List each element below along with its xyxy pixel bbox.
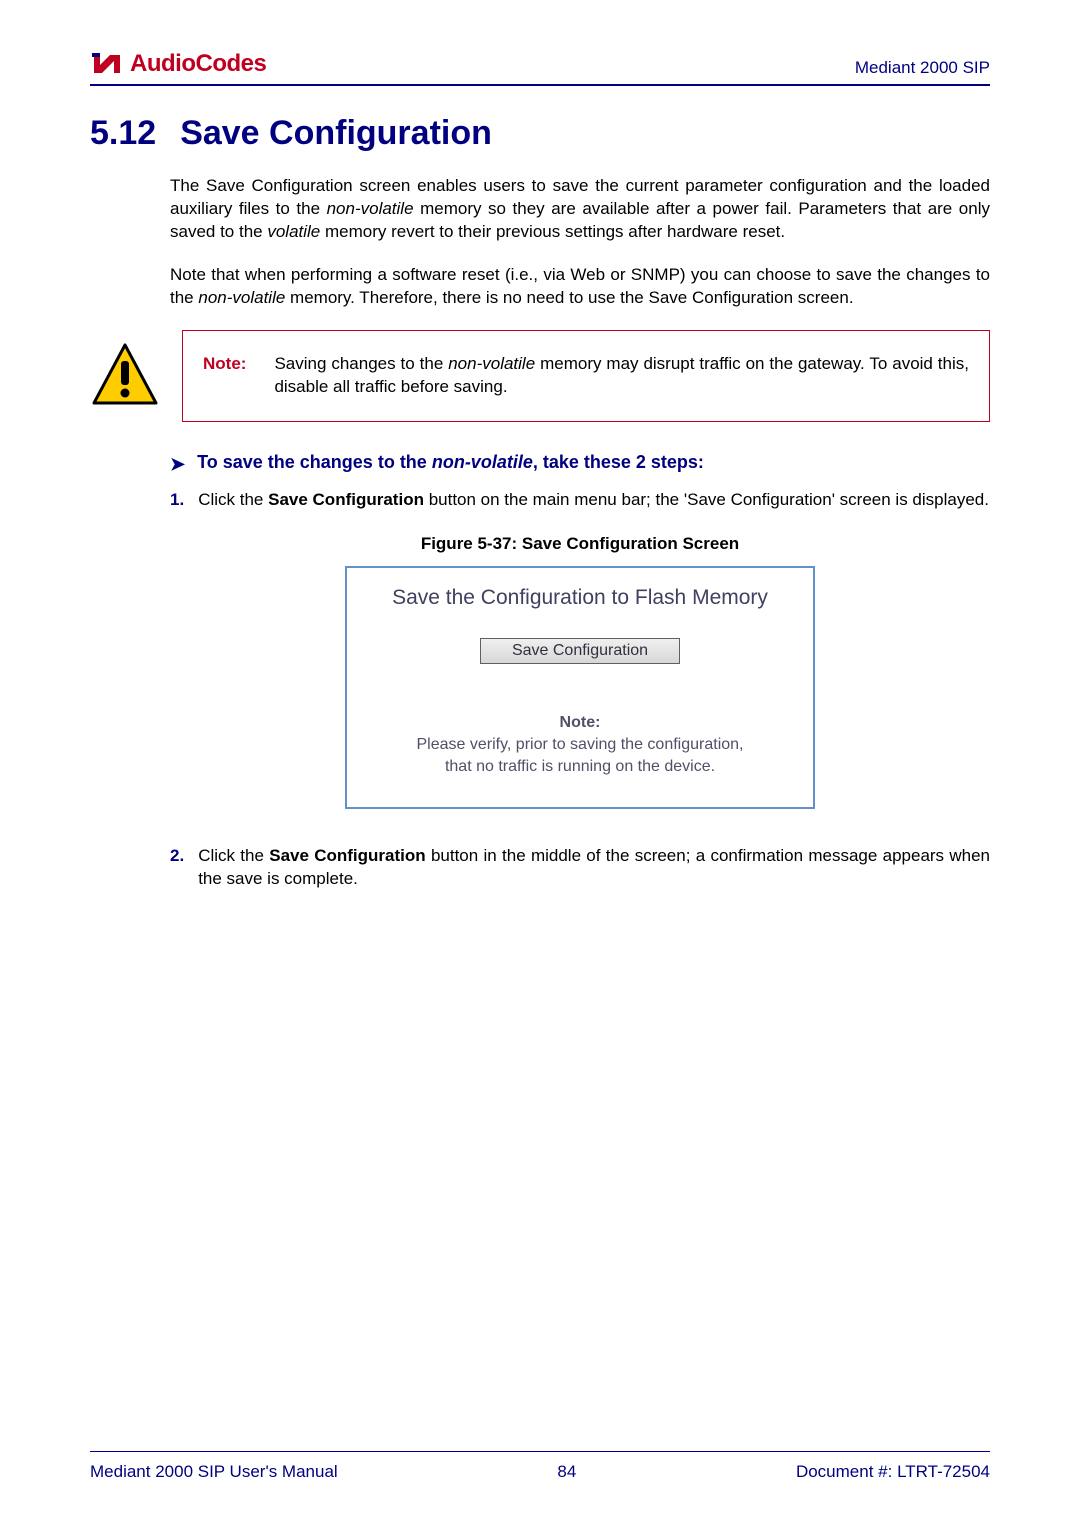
header-product: Mediant 2000 SIP <box>855 58 990 78</box>
audiocodes-logo-icon <box>90 51 126 77</box>
figure-caption: Figure 5-37: Save Configuration Screen <box>170 534 990 554</box>
screenshot-note-line2: that no traffic is running on the device… <box>363 756 797 778</box>
screenshot-title: Save the Configuration to Flash Memory <box>363 586 797 610</box>
screenshot-note-label: Note: <box>363 712 797 734</box>
steps-title: To save the changes to the non-volatile,… <box>197 452 704 473</box>
note-box: Note: Saving changes to the non-volatile… <box>182 330 990 422</box>
logo: AudioCodes <box>90 50 266 78</box>
chevron-right-icon: ➤ <box>170 454 185 475</box>
footer-left: Mediant 2000 SIP User's Manual <box>90 1462 338 1482</box>
step-text: Click the Save Configuration button in t… <box>198 845 990 891</box>
steps-heading: ➤ To save the changes to the non-volatil… <box>170 452 990 475</box>
note-text: Saving changes to the non-volatile memor… <box>274 353 969 399</box>
logo-text: AudioCodes <box>130 50 266 78</box>
section-heading: 5.12 Save Configuration <box>90 114 990 153</box>
paragraph-1: The Save Configuration screen enables us… <box>170 175 990 244</box>
save-config-screenshot: Save the Configuration to Flash Memory S… <box>345 566 815 809</box>
screenshot-note-line1: Please verify, prior to saving the confi… <box>363 734 797 756</box>
warning-icon <box>90 341 160 411</box>
step-1: 1. Click the Save Configuration button o… <box>170 489 990 512</box>
page-footer: Mediant 2000 SIP User's Manual 84 Docume… <box>90 1451 990 1482</box>
content-area: The Save Configuration screen enables us… <box>90 175 990 891</box>
screenshot-note: Note: Please verify, prior to saving the… <box>363 712 797 779</box>
footer-page-number: 84 <box>557 1462 576 1482</box>
step-2: 2. Click the Save Configuration button i… <box>170 845 990 891</box>
step-number: 2. <box>170 845 184 891</box>
section-title-text: Save Configuration <box>180 114 492 152</box>
page-header: AudioCodes Mediant 2000 SIP <box>90 50 990 86</box>
note-label: Note: <box>203 353 246 399</box>
save-configuration-button[interactable]: Save Configuration <box>480 638 680 664</box>
footer-right: Document #: LTRT-72504 <box>796 1462 990 1482</box>
step-number: 1. <box>170 489 184 512</box>
section-number: 5.12 <box>90 114 156 153</box>
note-callout: Note: Saving changes to the non-volatile… <box>90 330 990 422</box>
step-text: Click the Save Configuration button on t… <box>198 489 989 512</box>
paragraph-2: Note that when performing a software res… <box>170 264 990 310</box>
